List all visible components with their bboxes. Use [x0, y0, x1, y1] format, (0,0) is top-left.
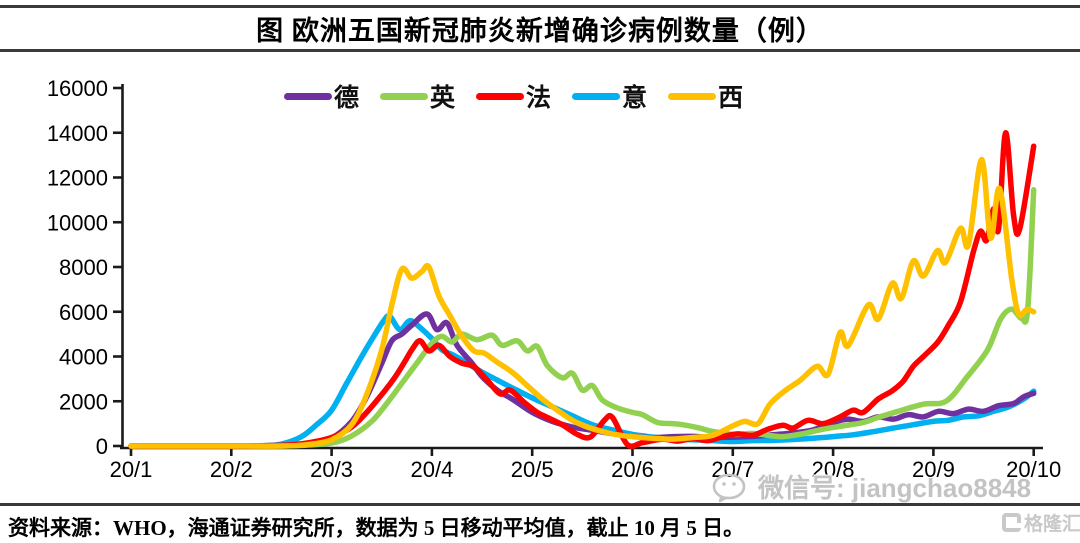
source-note: 资料来源：WHO，海通证券研究所，数据为 5 日移动平均值，截止 10 月 5 …	[8, 516, 745, 540]
x-tick-label: 20/5	[511, 457, 554, 482]
line-uk	[128, 187, 1037, 449]
wechat-icon	[712, 473, 746, 502]
legend-swatch-france	[476, 92, 525, 100]
legend-item-italy: 意	[572, 78, 647, 114]
x-tick-label: 20/1	[110, 457, 153, 482]
y-tick-label: 4000	[59, 345, 108, 370]
footer-divider	[0, 503, 1080, 506]
y-tick-label: 16000	[47, 76, 108, 101]
legend-swatch-italy	[572, 92, 621, 100]
y-tick-label: 0	[96, 434, 108, 459]
line-spain	[128, 156, 1037, 449]
legend-label-spain: 西	[718, 85, 744, 112]
brand-watermark: 格隆汇	[1002, 509, 1080, 536]
y-tick-label: 6000	[59, 300, 108, 325]
legend-item-germany: 德	[284, 78, 359, 114]
y-tick-label: 14000	[47, 121, 108, 146]
title-bar: 图 欧洲五国新冠肺炎新增确诊病例数量（例）	[0, 5, 1080, 52]
line-italy	[128, 313, 1037, 449]
legend-swatch-spain	[668, 92, 717, 100]
gelonghui-logo-icon	[1002, 513, 1021, 532]
x-tick-label: 20/2	[210, 457, 253, 482]
x-tick-label: 20/4	[410, 457, 453, 482]
x-tick-label: 20/3	[310, 457, 353, 482]
x-tick-label: 20/10	[1006, 457, 1061, 482]
y-tick-label: 2000	[59, 389, 108, 414]
x-tick-label: 20/6	[611, 457, 654, 482]
chart-legend: 德英法意西	[284, 83, 764, 112]
legend-item-spain: 西	[668, 78, 743, 114]
legend-item-uk: 英	[380, 78, 455, 114]
y-tick-label: 8000	[59, 255, 108, 280]
wechat-watermark-label: 微信号: jiangchao8848	[758, 473, 1032, 503]
wechat-watermark: 微信号: jiangchao8848	[712, 468, 1031, 505]
brand-watermark-label: 格隆汇	[1024, 514, 1080, 535]
legend-item-france: 法	[476, 78, 551, 114]
legend-swatch-germany	[284, 92, 332, 100]
x-tick-label: 20/9	[912, 457, 955, 482]
legend-swatch-uk	[380, 92, 429, 100]
page-title: 图 欧洲五国新冠肺炎新增确诊病例数量（例）	[256, 16, 824, 46]
legend-label-germany: 德	[334, 85, 360, 112]
legend-label-france: 法	[526, 85, 552, 112]
legend-label-italy: 意	[622, 85, 648, 112]
y-tick-label: 10000	[47, 210, 108, 235]
x-tick-label: 20/8	[812, 457, 855, 482]
legend-label-uk: 英	[430, 85, 456, 112]
y-tick-label: 12000	[47, 166, 108, 191]
